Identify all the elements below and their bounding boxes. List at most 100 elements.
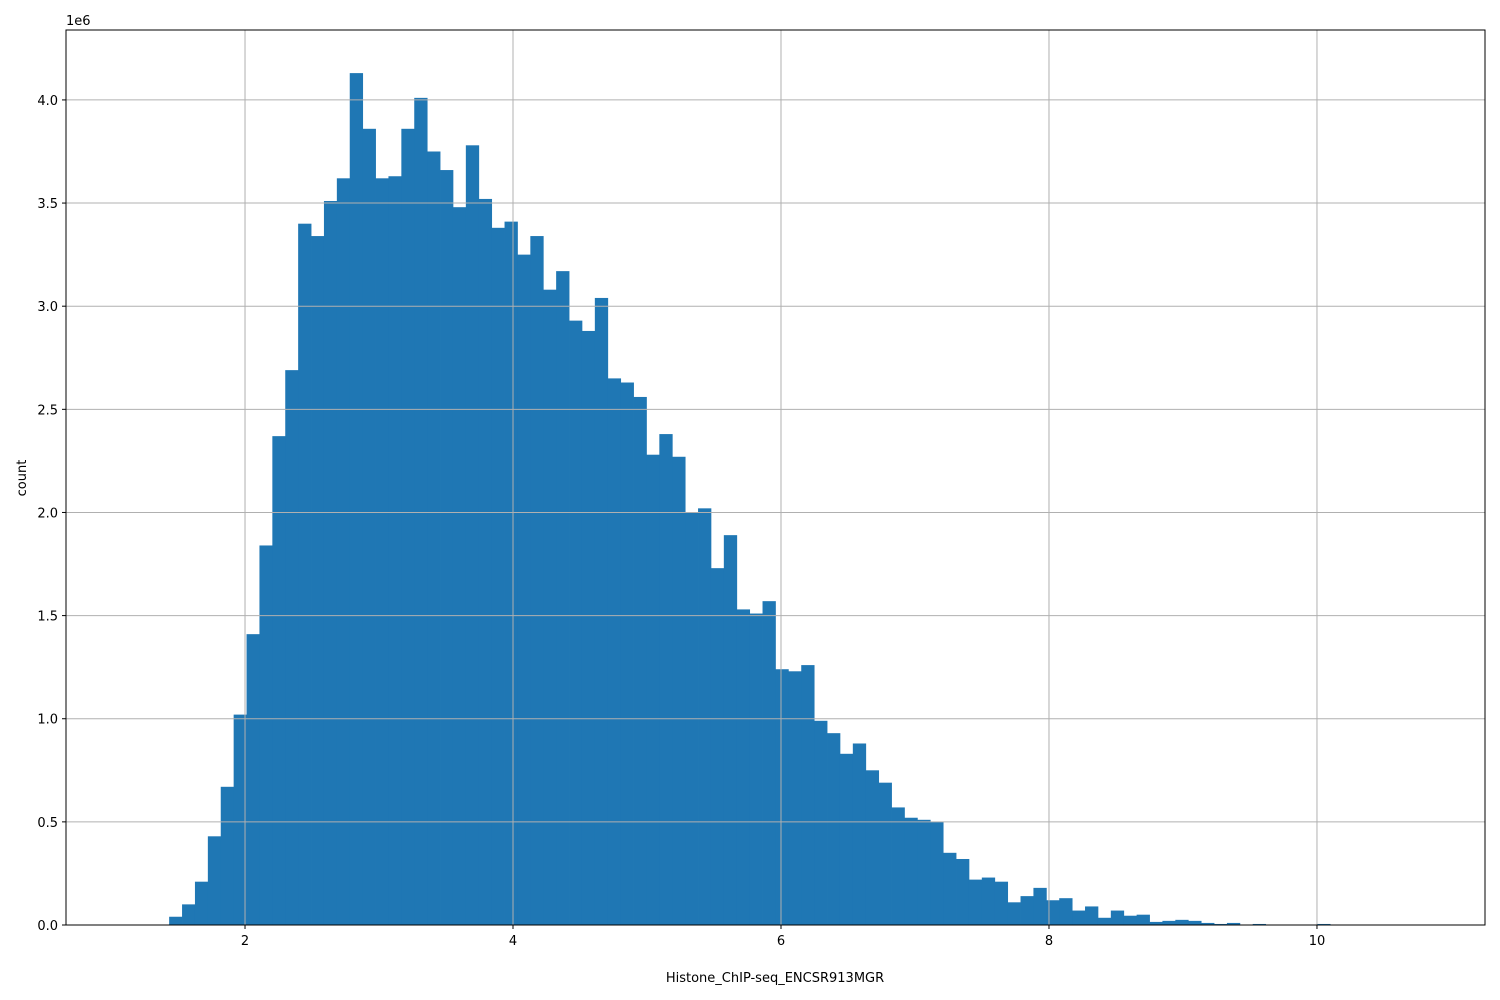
histogram-bar — [1226, 922, 1241, 925]
histogram-bar — [1175, 919, 1189, 925]
histogram-bar — [259, 545, 273, 925]
x-axis-ticks: 2 4 6 8 10 — [241, 925, 1325, 949]
histogram-bar — [904, 817, 918, 925]
histogram-bar — [569, 320, 583, 925]
histogram-bar — [452, 207, 467, 926]
histogram-bar — [504, 221, 518, 925]
histogram-bar — [956, 858, 970, 925]
histogram-bar — [994, 881, 1009, 925]
histogram-bar — [478, 198, 493, 925]
histogram-bar — [1020, 896, 1034, 925]
histogram-bar — [736, 609, 751, 925]
histogram-bar — [285, 370, 299, 926]
histogram-bar — [878, 782, 892, 925]
histogram-bar — [581, 330, 596, 926]
histogram-bar — [891, 807, 905, 925]
y-axis-ticks: 0.0 0.5 1.0 1.5 2.0 2.5 3.0 3.5 4.0 — [37, 94, 66, 934]
histogram-bar — [1252, 923, 1267, 925]
y-tick-label: 1.5 — [37, 610, 58, 625]
histogram-bar — [749, 613, 763, 925]
histogram-bar — [169, 916, 183, 925]
histogram-bar — [672, 456, 686, 925]
histogram-bar — [930, 821, 944, 925]
histogram-bar — [839, 753, 854, 925]
y-offset-label: 1e6 — [66, 14, 91, 29]
histogram-bar — [401, 128, 415, 925]
histogram-bar — [788, 671, 802, 925]
histogram-bar — [375, 178, 389, 925]
histogram-bar — [194, 881, 209, 925]
bars — [169, 73, 1421, 926]
histogram-bar — [968, 879, 983, 925]
y-tick-label: 2.5 — [37, 403, 58, 418]
histogram-bar — [362, 128, 376, 925]
histogram-bar — [323, 200, 338, 926]
histogram-bar — [698, 508, 712, 925]
histogram-bar — [646, 454, 660, 925]
histogram-bar — [311, 236, 325, 926]
histogram-bar — [981, 877, 996, 925]
histogram-bar — [865, 770, 880, 925]
histogram-bar — [272, 436, 286, 925]
histogram-bar — [1214, 923, 1228, 925]
histogram-bar — [1110, 910, 1125, 925]
histogram-bar — [1085, 906, 1099, 925]
histogram-bar — [427, 151, 441, 925]
histogram-bar — [620, 382, 634, 925]
y-tick-label: 2.0 — [37, 506, 58, 521]
x-tick-label: 2 — [241, 934, 249, 949]
histogram-bar — [659, 434, 673, 925]
y-tick-label: 3.0 — [37, 300, 58, 315]
histogram-bar — [517, 254, 531, 925]
y-tick-label: 0.5 — [37, 816, 58, 831]
y-axis-label: count — [15, 460, 30, 497]
histogram-bar — [1123, 915, 1138, 925]
histogram-bar — [762, 601, 776, 925]
histogram-bar — [1033, 887, 1047, 925]
histogram-bar — [594, 297, 609, 925]
x-tick-label: 8 — [1045, 934, 1053, 949]
histogram-bar — [414, 97, 428, 925]
histogram-bar — [543, 289, 557, 925]
histogram-bar — [1072, 910, 1086, 925]
x-tick-label: 10 — [1309, 934, 1326, 949]
x-tick-label: 6 — [777, 934, 785, 949]
histogram-bar — [917, 819, 931, 925]
histogram-bar — [336, 178, 351, 925]
y-tick-label: 3.5 — [37, 197, 58, 212]
histogram-bar — [349, 73, 364, 925]
histogram-bar — [1136, 914, 1150, 925]
histogram-bar — [723, 535, 738, 925]
y-tick-label: 1.0 — [37, 713, 58, 728]
histogram-bar — [440, 170, 454, 925]
histogram-bar — [182, 904, 196, 925]
histogram-bar — [1317, 923, 1331, 925]
plot-frame — [65, 29, 1486, 926]
histogram-bar — [801, 665, 815, 925]
histogram-bar — [1162, 920, 1176, 925]
histogram-bar — [1201, 922, 1215, 925]
histogram-bar — [1007, 902, 1021, 925]
histogram-bar — [530, 236, 544, 926]
histogram-bar — [1149, 921, 1163, 925]
histogram-bar — [207, 836, 222, 925]
histogram-bar — [1046, 900, 1060, 925]
histogram-bar — [220, 786, 235, 925]
histogram-bar — [852, 743, 867, 925]
histogram-bar — [1059, 898, 1073, 925]
histogram-bar — [233, 714, 247, 925]
histogram-bar — [246, 634, 260, 925]
histogram-bar — [775, 669, 789, 925]
histogram-bar — [607, 378, 622, 925]
histogram-bar — [298, 223, 312, 925]
histogram-bar — [710, 568, 725, 925]
y-tick-label: 4.0 — [37, 94, 58, 109]
x-axis-label: Histone_ChIP-seq_ENCSR913MGR — [666, 971, 884, 986]
histogram-bar — [827, 733, 841, 925]
x-tick-label: 4 — [509, 934, 517, 949]
histogram-bar — [1097, 917, 1112, 925]
histogram-bar — [814, 720, 828, 925]
histogram-bar — [556, 271, 570, 925]
histogram-bar — [633, 396, 647, 926]
